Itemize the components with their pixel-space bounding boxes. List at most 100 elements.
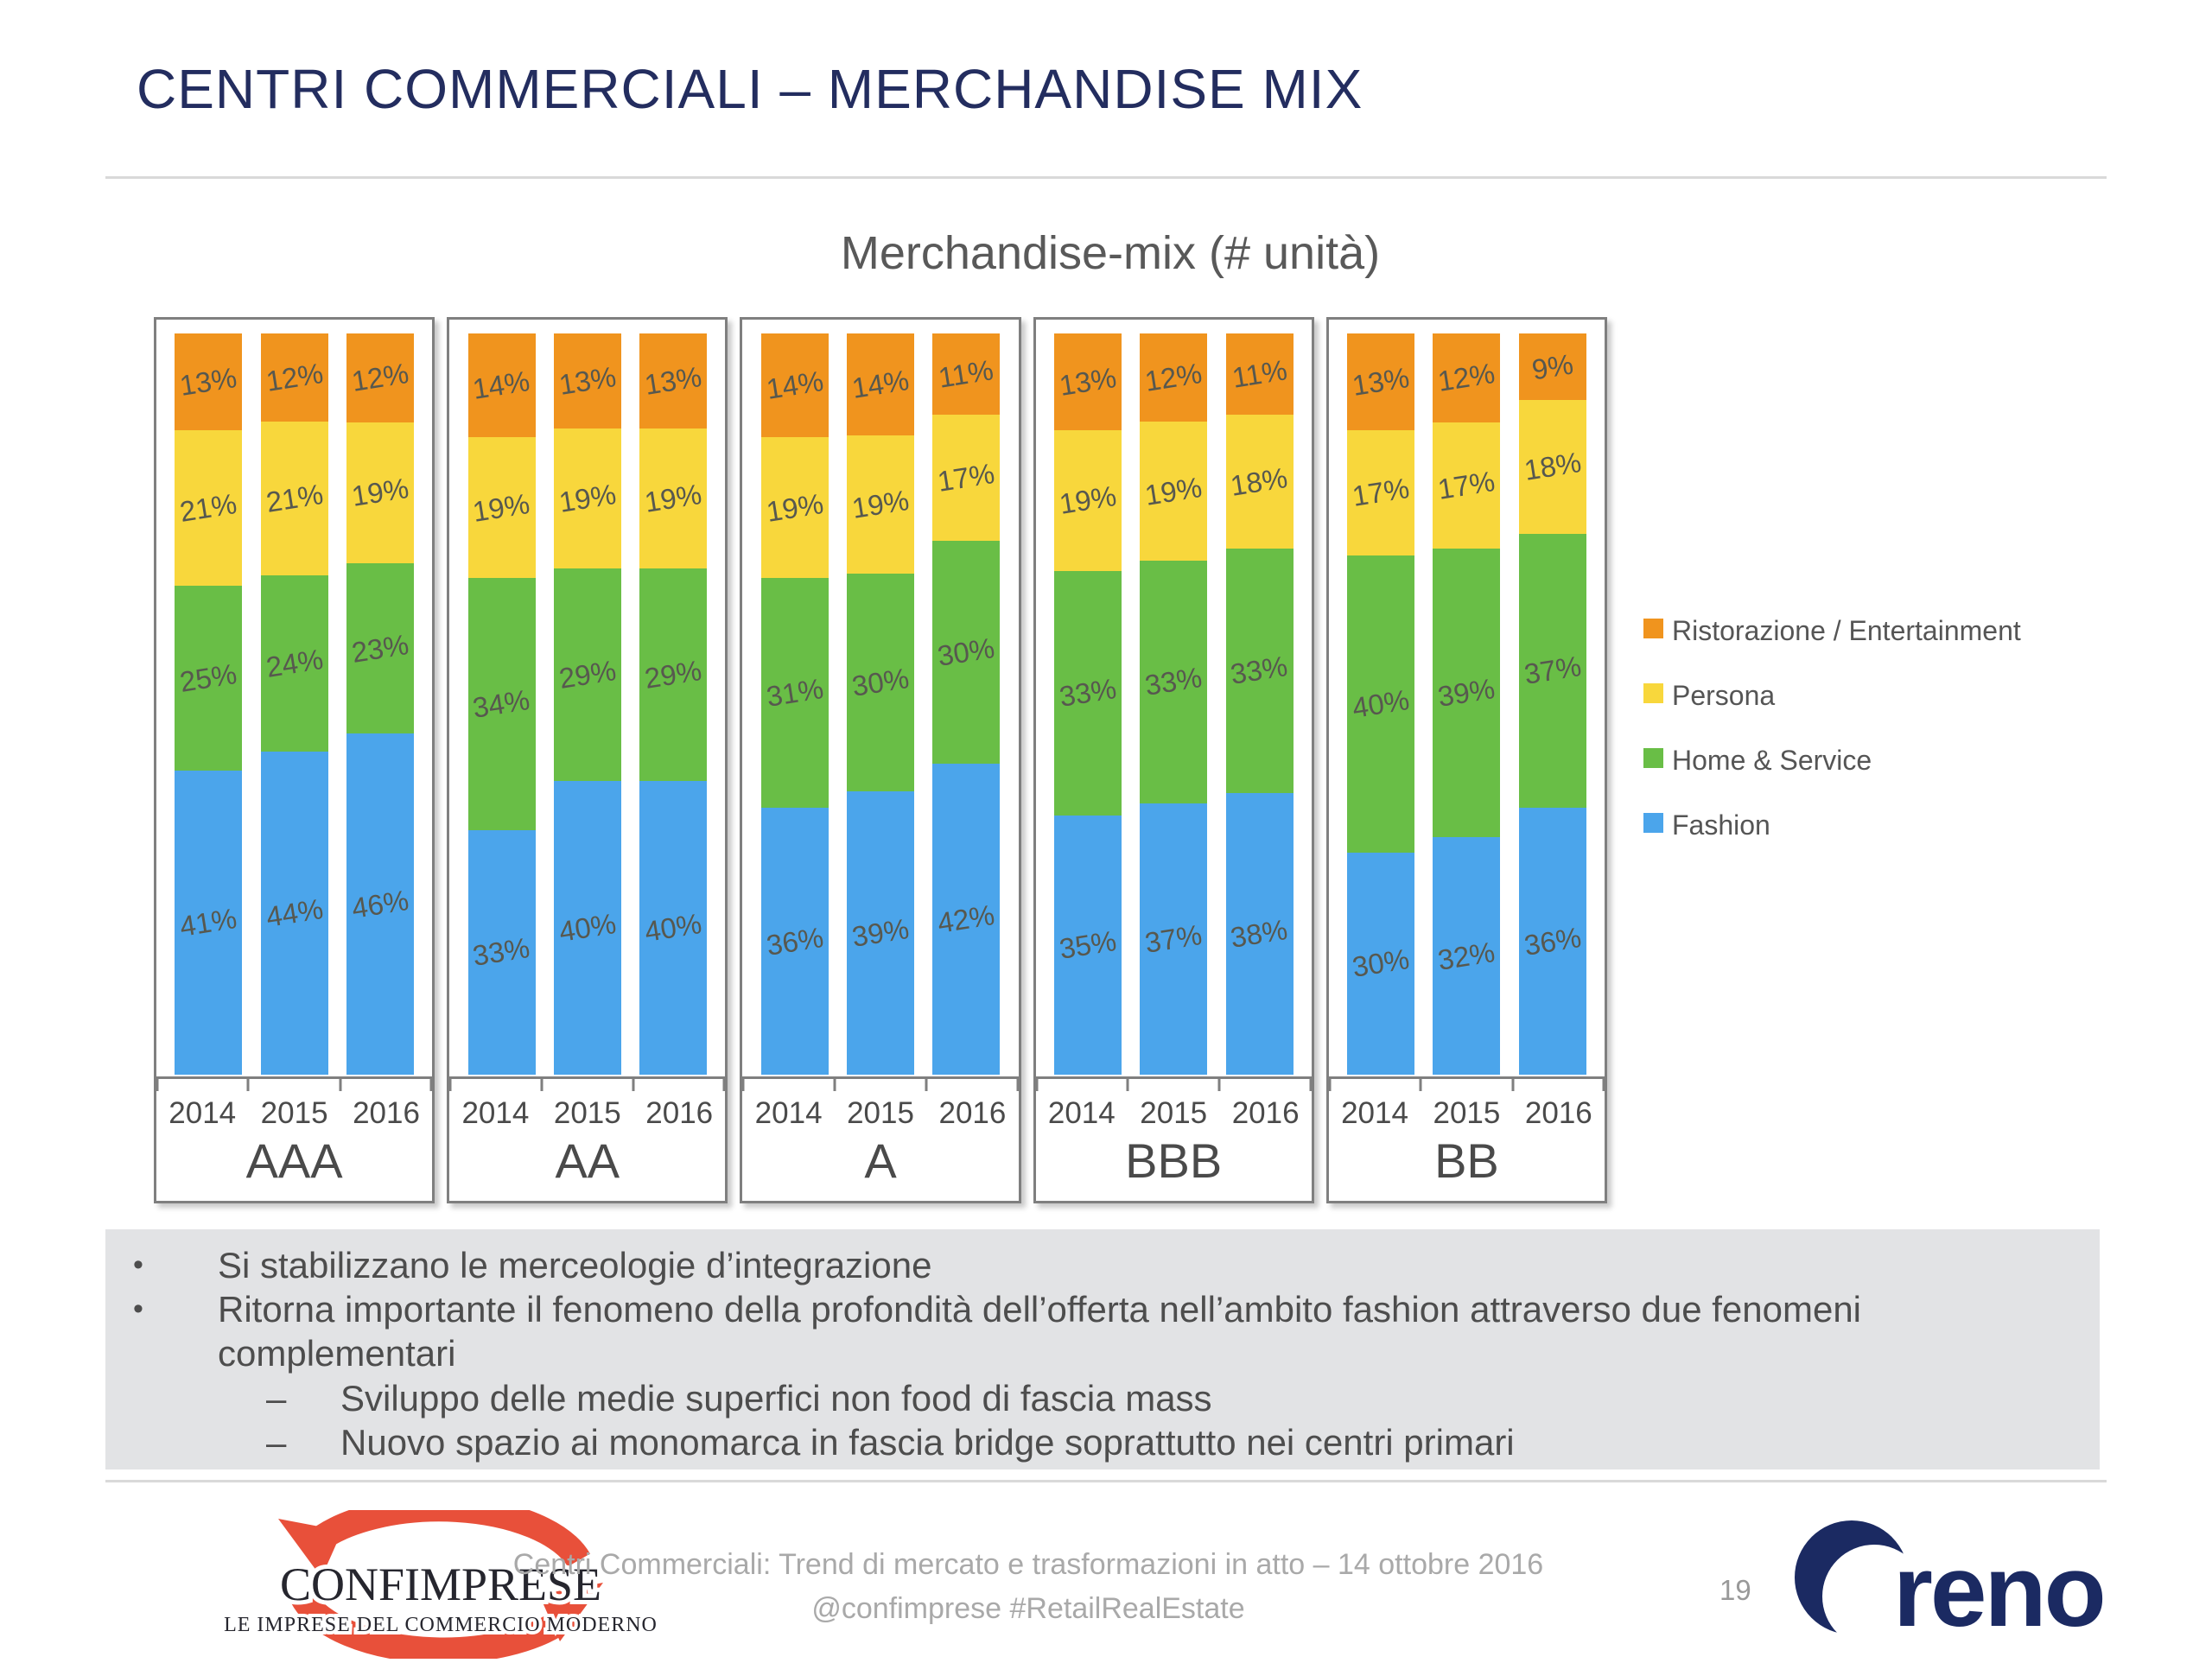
legend-swatch-icon bbox=[1643, 683, 1663, 703]
group-label-aaa: AAA bbox=[245, 1133, 343, 1188]
axis-tick bbox=[722, 1079, 726, 1091]
segment-value-label: 21% bbox=[177, 486, 239, 528]
bar-segment: 44% bbox=[260, 752, 328, 1075]
group-label-aa: AA bbox=[555, 1133, 620, 1188]
bars-row: 14% 19% 34% 33% 13% 19% 29% 40% 13% 19% 29% 40% bbox=[449, 333, 725, 1075]
bar-segment: 11% bbox=[1225, 333, 1294, 416]
segment-value-label: 31% bbox=[764, 672, 826, 714]
stacked-bar-a-2015: 14% 19% 30% 39% bbox=[847, 333, 914, 1075]
segment-value-label: 42% bbox=[935, 898, 997, 939]
x-axis bbox=[448, 1076, 726, 1093]
segment-value-label: 36% bbox=[1522, 920, 1584, 962]
chart-group-box-bb: 13% 17% 40% 30% 12% 17% 39% 32% 9% 18% 37% 36% 2014 2… bbox=[1325, 317, 1608, 1203]
bar-segment: 40% bbox=[639, 781, 708, 1075]
bar-segment: 12% bbox=[1433, 333, 1501, 422]
segment-value-label: 21% bbox=[263, 478, 326, 519]
legend-swatch-icon bbox=[1643, 748, 1663, 768]
bar-segment: 39% bbox=[847, 790, 914, 1075]
bar-segment: 36% bbox=[1518, 808, 1586, 1075]
axis-tick bbox=[339, 1079, 342, 1091]
segment-value-label: 30% bbox=[1350, 943, 1412, 984]
bar-segment: 40% bbox=[1347, 555, 1415, 853]
year-labels: 2014 2015 2016 bbox=[1329, 1096, 1605, 1131]
segment-value-label: 14% bbox=[764, 365, 826, 405]
year-label: 2016 bbox=[1231, 1096, 1300, 1130]
segment-value-label: 19% bbox=[470, 486, 532, 528]
legend-item: Ristorazione / Entertainment bbox=[1643, 615, 2021, 647]
segment-value-label: 36% bbox=[764, 920, 826, 962]
bullet-text: Sviluppo delle medie superfici non food … bbox=[340, 1377, 1212, 1419]
bar-segment: 17% bbox=[1433, 422, 1501, 549]
footer-captions: Centri Commerciali: Trend di mercato e t… bbox=[510, 1543, 1547, 1631]
segment-value-label: 19% bbox=[1142, 470, 1205, 511]
segment-value-label: 19% bbox=[349, 472, 411, 513]
footer-divider bbox=[105, 1480, 2107, 1482]
x-axis bbox=[741, 1076, 1020, 1093]
bar-segment: 31% bbox=[760, 578, 829, 809]
bars-row: 14% 19% 31% 36% 14% 19% 30% 39% 11% 17% 30% 42% bbox=[742, 333, 1018, 1075]
year-label: 2015 bbox=[553, 1096, 621, 1130]
segment-value-label: 39% bbox=[849, 911, 912, 953]
segment-value-label: 11% bbox=[1230, 353, 1289, 394]
year-label: 2014 bbox=[1341, 1096, 1408, 1130]
segment-value-label: 12% bbox=[1142, 357, 1205, 397]
year-label: 2014 bbox=[1047, 1096, 1116, 1130]
bar-segment: 30% bbox=[932, 541, 1001, 764]
segment-value-label: 11% bbox=[936, 353, 996, 394]
year-labels: 2014 2015 2016 bbox=[742, 1096, 1018, 1131]
axis-tick bbox=[1602, 1079, 1605, 1091]
bar-segment: 17% bbox=[932, 415, 1001, 542]
segment-value-label: 12% bbox=[1435, 357, 1497, 398]
segment-value-label: 19% bbox=[764, 486, 826, 528]
segment-value-label: 40% bbox=[1350, 683, 1412, 724]
bar-segment: 19% bbox=[1053, 429, 1122, 571]
segment-value-label: 35% bbox=[1057, 924, 1119, 965]
bar-segment: 13% bbox=[1347, 333, 1415, 430]
axis-tick bbox=[1126, 1079, 1129, 1091]
bar-segment: 30% bbox=[1347, 852, 1415, 1075]
bar-segment: 33% bbox=[1225, 548, 1294, 793]
bar-segment: 29% bbox=[639, 568, 708, 782]
confimprese-logo: CONFIMPRESE LE IMPRESE DEL COMMERCIO MOD… bbox=[173, 1495, 709, 1663]
year-label: 2016 bbox=[645, 1096, 714, 1130]
segment-value-label: 19% bbox=[642, 478, 704, 519]
group-label-bbb: BBB bbox=[1125, 1133, 1223, 1188]
x-axis bbox=[1328, 1076, 1605, 1093]
legend-label: Fashion bbox=[1672, 809, 1770, 841]
bar-segment: 37% bbox=[1518, 533, 1586, 809]
axis-tick bbox=[429, 1079, 433, 1091]
chart-legend: Ristorazione / Entertainment Persona Home … bbox=[1643, 615, 2021, 841]
segment-value-label: 40% bbox=[556, 907, 619, 948]
bullet-item-level1: • Si stabilizzano le merceologie d’integr… bbox=[105, 1243, 2065, 1287]
bar-segment: 33% bbox=[467, 829, 536, 1075]
stacked-bar-aa-2014: 14% 19% 34% 33% bbox=[467, 333, 536, 1075]
group-label-a: A bbox=[864, 1133, 897, 1188]
axis-tick bbox=[1511, 1079, 1515, 1091]
bar-segment: 18% bbox=[1225, 415, 1294, 549]
bar-segment: 12% bbox=[1140, 333, 1208, 422]
page-number: 19 bbox=[1719, 1574, 1751, 1606]
bar-segment: 41% bbox=[175, 771, 243, 1075]
year-label: 2014 bbox=[168, 1096, 237, 1130]
bar-segment: 33% bbox=[1140, 561, 1208, 803]
bar-segment: 30% bbox=[847, 573, 914, 791]
year-label: 2016 bbox=[938, 1096, 1007, 1130]
segment-value-label: 37% bbox=[1142, 917, 1205, 959]
legend-swatch-icon bbox=[1643, 619, 1663, 638]
bar-segment: 24% bbox=[260, 575, 328, 752]
bar-segment: 21% bbox=[260, 421, 328, 576]
confimprese-arrowhead-bottom-icon bbox=[539, 1583, 603, 1641]
year-label: 2016 bbox=[353, 1096, 420, 1130]
page-title: CENTRI COMMERCIALI – MERCHANDISE MIX bbox=[137, 58, 1363, 120]
stacked-bar-aaa-2014: 13% 21% 25% 41% bbox=[175, 333, 243, 1075]
bar-segment: 19% bbox=[1140, 421, 1208, 562]
year-label: 2015 bbox=[260, 1096, 328, 1130]
bar-segment: 25% bbox=[175, 585, 243, 771]
segment-value-label: 41% bbox=[177, 902, 239, 943]
segment-value-label: 13% bbox=[642, 360, 704, 402]
chart-group-box-a: 14% 19% 31% 36% 14% 19% 30% 39% 11% 17% 30% 42% 2014… bbox=[740, 317, 1021, 1203]
segment-value-label: 33% bbox=[1228, 650, 1290, 691]
year-labels: 2014 2015 2016 bbox=[1036, 1096, 1312, 1131]
segment-value-label: 17% bbox=[935, 457, 997, 498]
stacked-bar-aaa-2016: 12% 19% 23% 46% bbox=[346, 333, 414, 1075]
